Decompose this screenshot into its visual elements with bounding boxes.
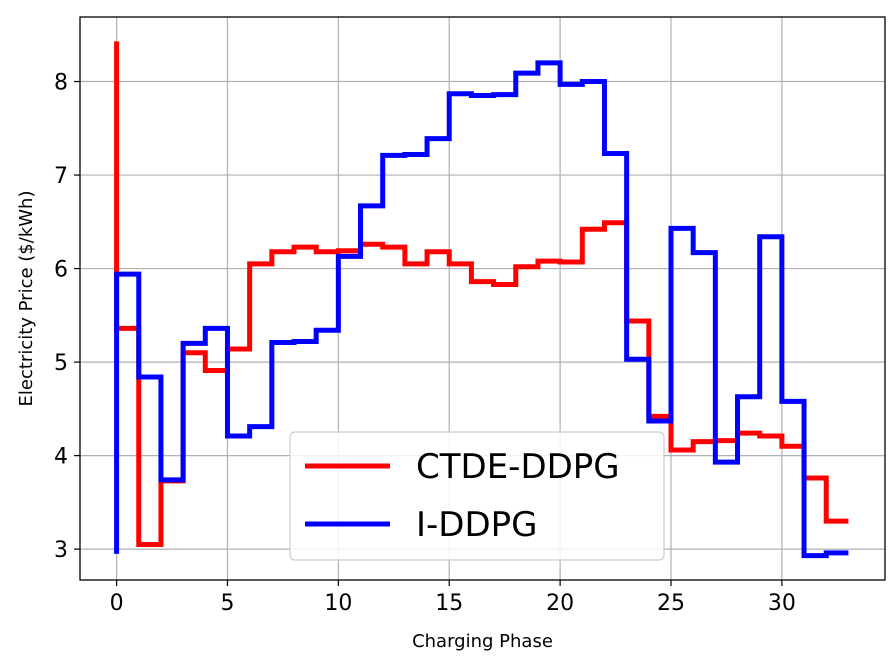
x-tick-label: 10 <box>324 591 352 616</box>
x-tick-label: 30 <box>768 591 796 616</box>
y-tick-label: 3 <box>54 538 68 563</box>
y-tick-label: 5 <box>54 351 68 376</box>
series-lines <box>114 41 849 559</box>
legend: CTDE-DDPG I-DDPG <box>289 431 665 561</box>
x-tick-label: 15 <box>435 591 463 616</box>
series-line-i-ddpg <box>114 60 849 559</box>
y-tick-label: 7 <box>54 164 68 189</box>
legend-label: I-DDPG <box>416 505 538 545</box>
x-tick-label: 20 <box>546 591 574 616</box>
x-tick-label: 5 <box>220 591 234 616</box>
axis-ticks: 0 5 10 15 20 25 30 3 4 5 6 7 8 <box>54 71 796 616</box>
x-tick-label: 25 <box>657 591 685 616</box>
y-tick-label: 6 <box>54 258 68 283</box>
plot-area-frame <box>79 16 886 581</box>
legend-label: CTDE-DDPG <box>416 447 620 487</box>
x-axis-title: Charging Phase <box>412 631 553 652</box>
y-tick-label: 8 <box>54 71 68 96</box>
x-tick-label: 0 <box>110 591 124 616</box>
y-tick-label: 4 <box>54 445 68 470</box>
y-axis-title: Electricity Price ($/kWh) <box>16 191 37 407</box>
